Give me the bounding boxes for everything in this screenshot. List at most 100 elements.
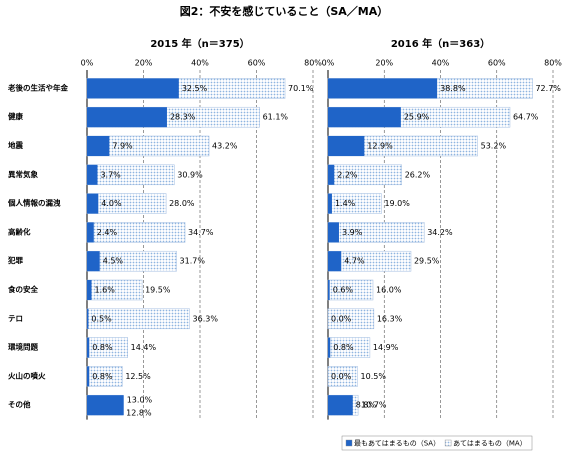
value-label: 1.6% (95, 286, 116, 295)
category-label: テロ (8, 314, 23, 323)
value-label: 30.9% (177, 170, 203, 179)
sa-bar (328, 251, 342, 272)
value-label: 7.9% (112, 142, 133, 151)
value-label: 38.8% (440, 84, 466, 93)
ma-bar (86, 193, 167, 214)
sa-bar (87, 337, 90, 358)
sa-bar (87, 366, 90, 387)
sa-bar (328, 78, 438, 99)
value-label: 4.5% (103, 257, 124, 266)
value-label: 0.5% (91, 314, 112, 323)
sa-bar (328, 395, 353, 416)
value-label: 13.0% (127, 396, 153, 405)
x-tick-label: 0% (322, 59, 335, 68)
sa-bar (328, 193, 332, 214)
value-label: 36.3% (193, 314, 219, 323)
legend-label: 最もあてはまるもの（SA） (354, 440, 440, 448)
chart-title: 図2：不安を感じていること（SA／MA） (180, 4, 389, 18)
x-tick-label: 60% (488, 59, 506, 68)
value-label: 72.7% (535, 84, 561, 93)
ma-bar (327, 366, 358, 387)
category-label: 火山の噴火 (8, 370, 46, 380)
category-label: 個人情報の漏洩 (7, 198, 61, 208)
value-label: 34.7% (188, 228, 214, 237)
value-label: 61.1% (263, 113, 289, 122)
value-label: 12.8% (126, 409, 152, 418)
value-label: 8.8% (356, 401, 377, 410)
value-label: 16.3% (377, 314, 403, 323)
category-label: 異常気象 (8, 169, 38, 179)
x-tick-label: 80% (304, 59, 322, 68)
sa-bar (87, 308, 89, 329)
value-label: 19.0% (384, 199, 410, 208)
sa-bar (87, 222, 94, 243)
value-label: 0.0% (331, 314, 352, 323)
category-label: 犯罪 (7, 255, 23, 265)
panel-title: 2016 年（n＝363） (391, 37, 490, 50)
category-label: 食の安全 (8, 284, 38, 294)
category-label: 老後の生活や年金 (7, 82, 68, 92)
value-label: 4.7% (344, 257, 365, 266)
category-label: 地震 (8, 140, 23, 150)
x-tick-label: 80% (544, 59, 562, 68)
value-label: 34.2% (427, 228, 453, 237)
value-label: 2.2% (337, 170, 358, 179)
value-label: 70.1% (288, 84, 314, 93)
value-label: 0.6% (333, 286, 354, 295)
category-label: その他 (8, 399, 31, 409)
legend-box (341, 435, 533, 451)
sa-bar (328, 222, 339, 243)
value-label: 25.9% (404, 113, 430, 122)
value-label: 0.8% (333, 343, 354, 352)
panel-title: 2015 年（n＝375） (150, 37, 249, 50)
value-label: 0.8% (92, 372, 113, 381)
value-label: 10.7% (361, 401, 387, 410)
value-label: 16.0% (376, 286, 402, 295)
sa-bar (328, 107, 401, 128)
sa-bar (87, 280, 92, 300)
sa-bar (87, 136, 110, 156)
sa-bar (328, 164, 335, 185)
value-label: 12.9% (367, 142, 393, 151)
sa-bar (87, 107, 167, 128)
category-label: 高齢化 (8, 226, 31, 236)
sa-bar (87, 395, 124, 416)
value-label: 31.7% (180, 257, 206, 266)
value-label: 14.4% (131, 343, 157, 352)
value-label: 19.5% (145, 286, 171, 295)
sa-bar (87, 78, 179, 99)
sa-bar (328, 337, 331, 358)
value-label: 3.9% (342, 228, 363, 237)
x-tick-label: 40% (432, 59, 450, 68)
value-label: 29.5% (414, 257, 440, 266)
sa-bar (328, 136, 365, 156)
category-label: 健康 (8, 111, 23, 121)
value-label: 0.8% (92, 343, 113, 352)
sa-bar (87, 193, 99, 214)
value-label: 4.0% (101, 199, 122, 208)
value-label: 26.2% (405, 170, 431, 179)
value-label: 10.5% (361, 372, 387, 381)
x-tick-label: 60% (248, 59, 266, 68)
value-label: 14.9% (373, 343, 399, 352)
value-label: 53.2% (481, 142, 507, 151)
value-label: 28.0% (169, 199, 195, 208)
value-label: 1.4% (335, 199, 356, 208)
category-label: 環境問題 (8, 342, 38, 352)
value-label: 64.7% (513, 113, 539, 122)
legend-swatch (345, 439, 353, 447)
legend-swatch (444, 439, 452, 447)
x-tick-label: 20% (135, 59, 153, 68)
sa-bar (328, 280, 330, 300)
value-label: 12.5% (125, 372, 151, 381)
x-tick-label: 20% (375, 59, 393, 68)
x-tick-label: 40% (191, 59, 209, 68)
value-label: 2.4% (97, 228, 118, 237)
ma-bar (86, 250, 177, 272)
value-label: 0.0% (331, 372, 352, 381)
value-label: 28.3% (170, 113, 196, 122)
legend-label: あてはまるもの（MA） (453, 440, 527, 448)
sa-bar (87, 251, 100, 272)
sa-bar (87, 164, 98, 185)
